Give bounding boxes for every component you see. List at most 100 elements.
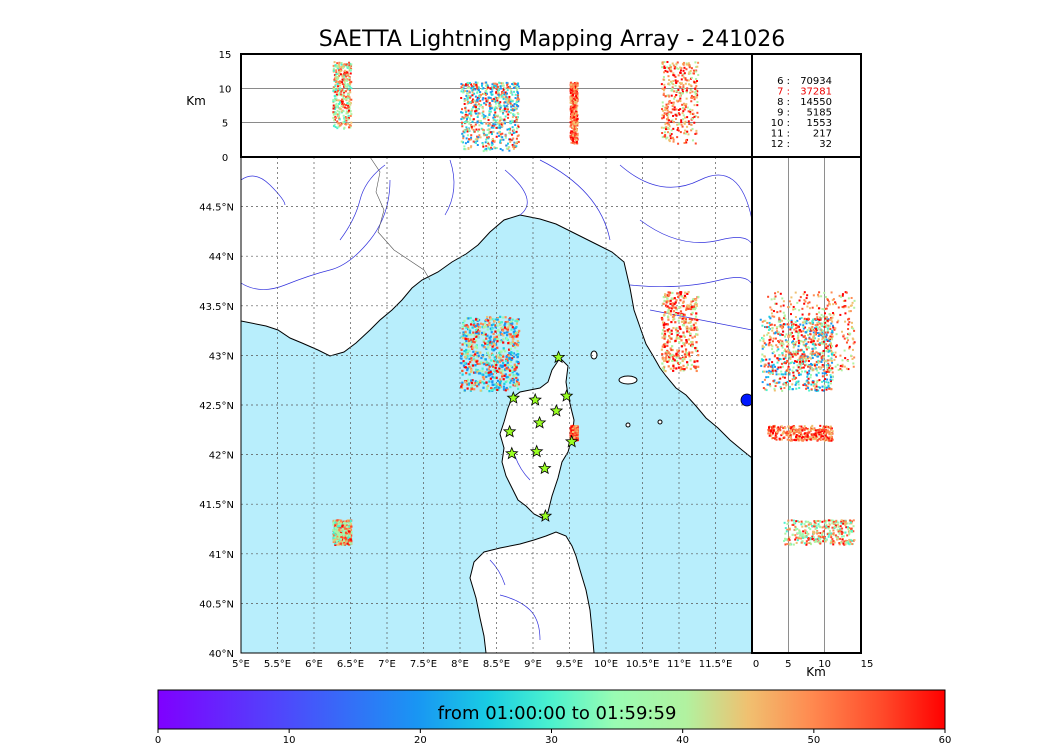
lightning-source — [694, 322, 697, 325]
lightning-source — [475, 360, 478, 363]
lightning-source — [517, 362, 520, 365]
lightning-source — [499, 323, 502, 326]
lightning-source-lat — [811, 328, 814, 331]
lightning-source — [675, 353, 678, 356]
lightning-source — [470, 369, 473, 372]
lightning-source-lat — [773, 297, 776, 300]
lightning-source — [334, 536, 337, 539]
lightning-source-alt — [499, 116, 502, 119]
lightning-source — [467, 345, 470, 348]
lightning-source-alt — [479, 96, 482, 99]
lightning-source-alt — [463, 131, 466, 134]
lightning-source — [336, 530, 339, 533]
lightning-source — [341, 521, 344, 524]
lightning-source-lat — [806, 294, 809, 297]
lightning-source-alt — [487, 136, 490, 139]
lightning-source-lat — [835, 302, 838, 305]
lightning-source — [667, 328, 671, 331]
lightning-source — [340, 536, 343, 539]
lightning-source — [694, 346, 697, 350]
lightning-source-alt — [500, 82, 503, 85]
lightning-source-alt — [472, 118, 475, 121]
lightning-source-lat — [773, 428, 776, 431]
lightning-source-lat — [771, 427, 774, 430]
lightning-source-alt — [482, 87, 485, 90]
lightning-source-lat — [782, 427, 785, 430]
lightning-source-alt — [472, 106, 475, 109]
lightning-source — [690, 327, 693, 330]
lightning-source-lat — [773, 315, 776, 318]
lightning-source-alt — [509, 91, 512, 94]
lightning-source-alt — [347, 118, 350, 121]
lightning-source — [693, 335, 696, 338]
lightning-source-lat — [807, 438, 810, 441]
lightning-source — [503, 382, 506, 385]
lightning-source-alt — [497, 90, 500, 93]
lightning-source-lat — [831, 338, 834, 341]
lightning-source-lat — [803, 321, 806, 324]
lightning-source-alt — [511, 126, 514, 129]
lightning-source — [509, 322, 512, 325]
lightning-source-lat — [806, 432, 809, 435]
lightning-source-alt — [342, 114, 345, 117]
lightning-source-alt — [513, 120, 516, 123]
lightning-source — [663, 359, 666, 363]
lightning-source-lat — [766, 333, 769, 336]
lightning-source-lat — [796, 369, 799, 372]
lightning-source-lat — [834, 327, 837, 330]
lightning-source-lat — [802, 293, 805, 296]
lightning-source-alt — [676, 123, 679, 126]
lightning-source-alt — [343, 82, 346, 85]
lightning-source-lat — [820, 435, 823, 438]
lightning-source-lat — [797, 336, 800, 339]
lightning-source-alt — [697, 73, 700, 76]
lightning-source-alt — [347, 74, 350, 77]
lightning-source-lat — [783, 382, 786, 385]
lightning-source — [496, 355, 499, 358]
lightning-source — [694, 301, 698, 305]
lightning-source-alt — [691, 127, 694, 130]
lightning-source — [485, 375, 488, 378]
lightning-source-alt — [477, 89, 480, 92]
lightning-source-lat — [817, 361, 820, 364]
lightning-source-alt — [473, 125, 476, 128]
lightning-source-lat — [816, 340, 819, 343]
lightning-source-lat — [805, 342, 808, 345]
lightning-source-alt — [473, 141, 476, 144]
lightning-source — [509, 347, 512, 350]
lightning-source-lat — [831, 324, 834, 327]
lightning-source-alt — [677, 67, 680, 70]
lightning-source-alt — [499, 135, 502, 138]
lightning-source — [696, 318, 699, 322]
lightning-source — [475, 330, 478, 333]
lightning-source-alt — [468, 90, 471, 93]
lightning-source-alt — [335, 75, 338, 78]
lightning-source-alt — [501, 91, 504, 94]
lightning-source — [663, 299, 666, 303]
lightning-source-alt — [573, 123, 576, 126]
lightning-source-alt — [467, 147, 470, 150]
lightning-source-alt — [517, 134, 520, 137]
lightning-source — [474, 381, 477, 385]
lightning-source — [691, 299, 695, 302]
lightning-source — [501, 316, 505, 319]
lightning-source-alt — [665, 137, 668, 140]
lightning-source — [347, 530, 351, 533]
lightning-source-lat — [816, 332, 819, 335]
lightning-source-lat — [830, 350, 833, 353]
lightning-source — [515, 320, 519, 323]
lightning-source — [470, 323, 473, 326]
lightning-source — [489, 327, 492, 330]
lightning-source-alt — [508, 128, 511, 131]
lightning-source-lat — [812, 318, 815, 321]
lightning-source-lat — [837, 319, 840, 322]
lightning-source-lat — [831, 320, 834, 323]
lightning-source-alt — [575, 123, 578, 126]
lightning-source-alt — [573, 137, 576, 140]
lightning-source-lat — [771, 368, 774, 371]
lightning-source-alt — [340, 122, 343, 125]
lightning-source-lat — [812, 353, 815, 356]
lightning-source — [508, 333, 511, 336]
lightning-source-lat — [784, 427, 787, 430]
lightning-source-lat — [786, 359, 789, 362]
